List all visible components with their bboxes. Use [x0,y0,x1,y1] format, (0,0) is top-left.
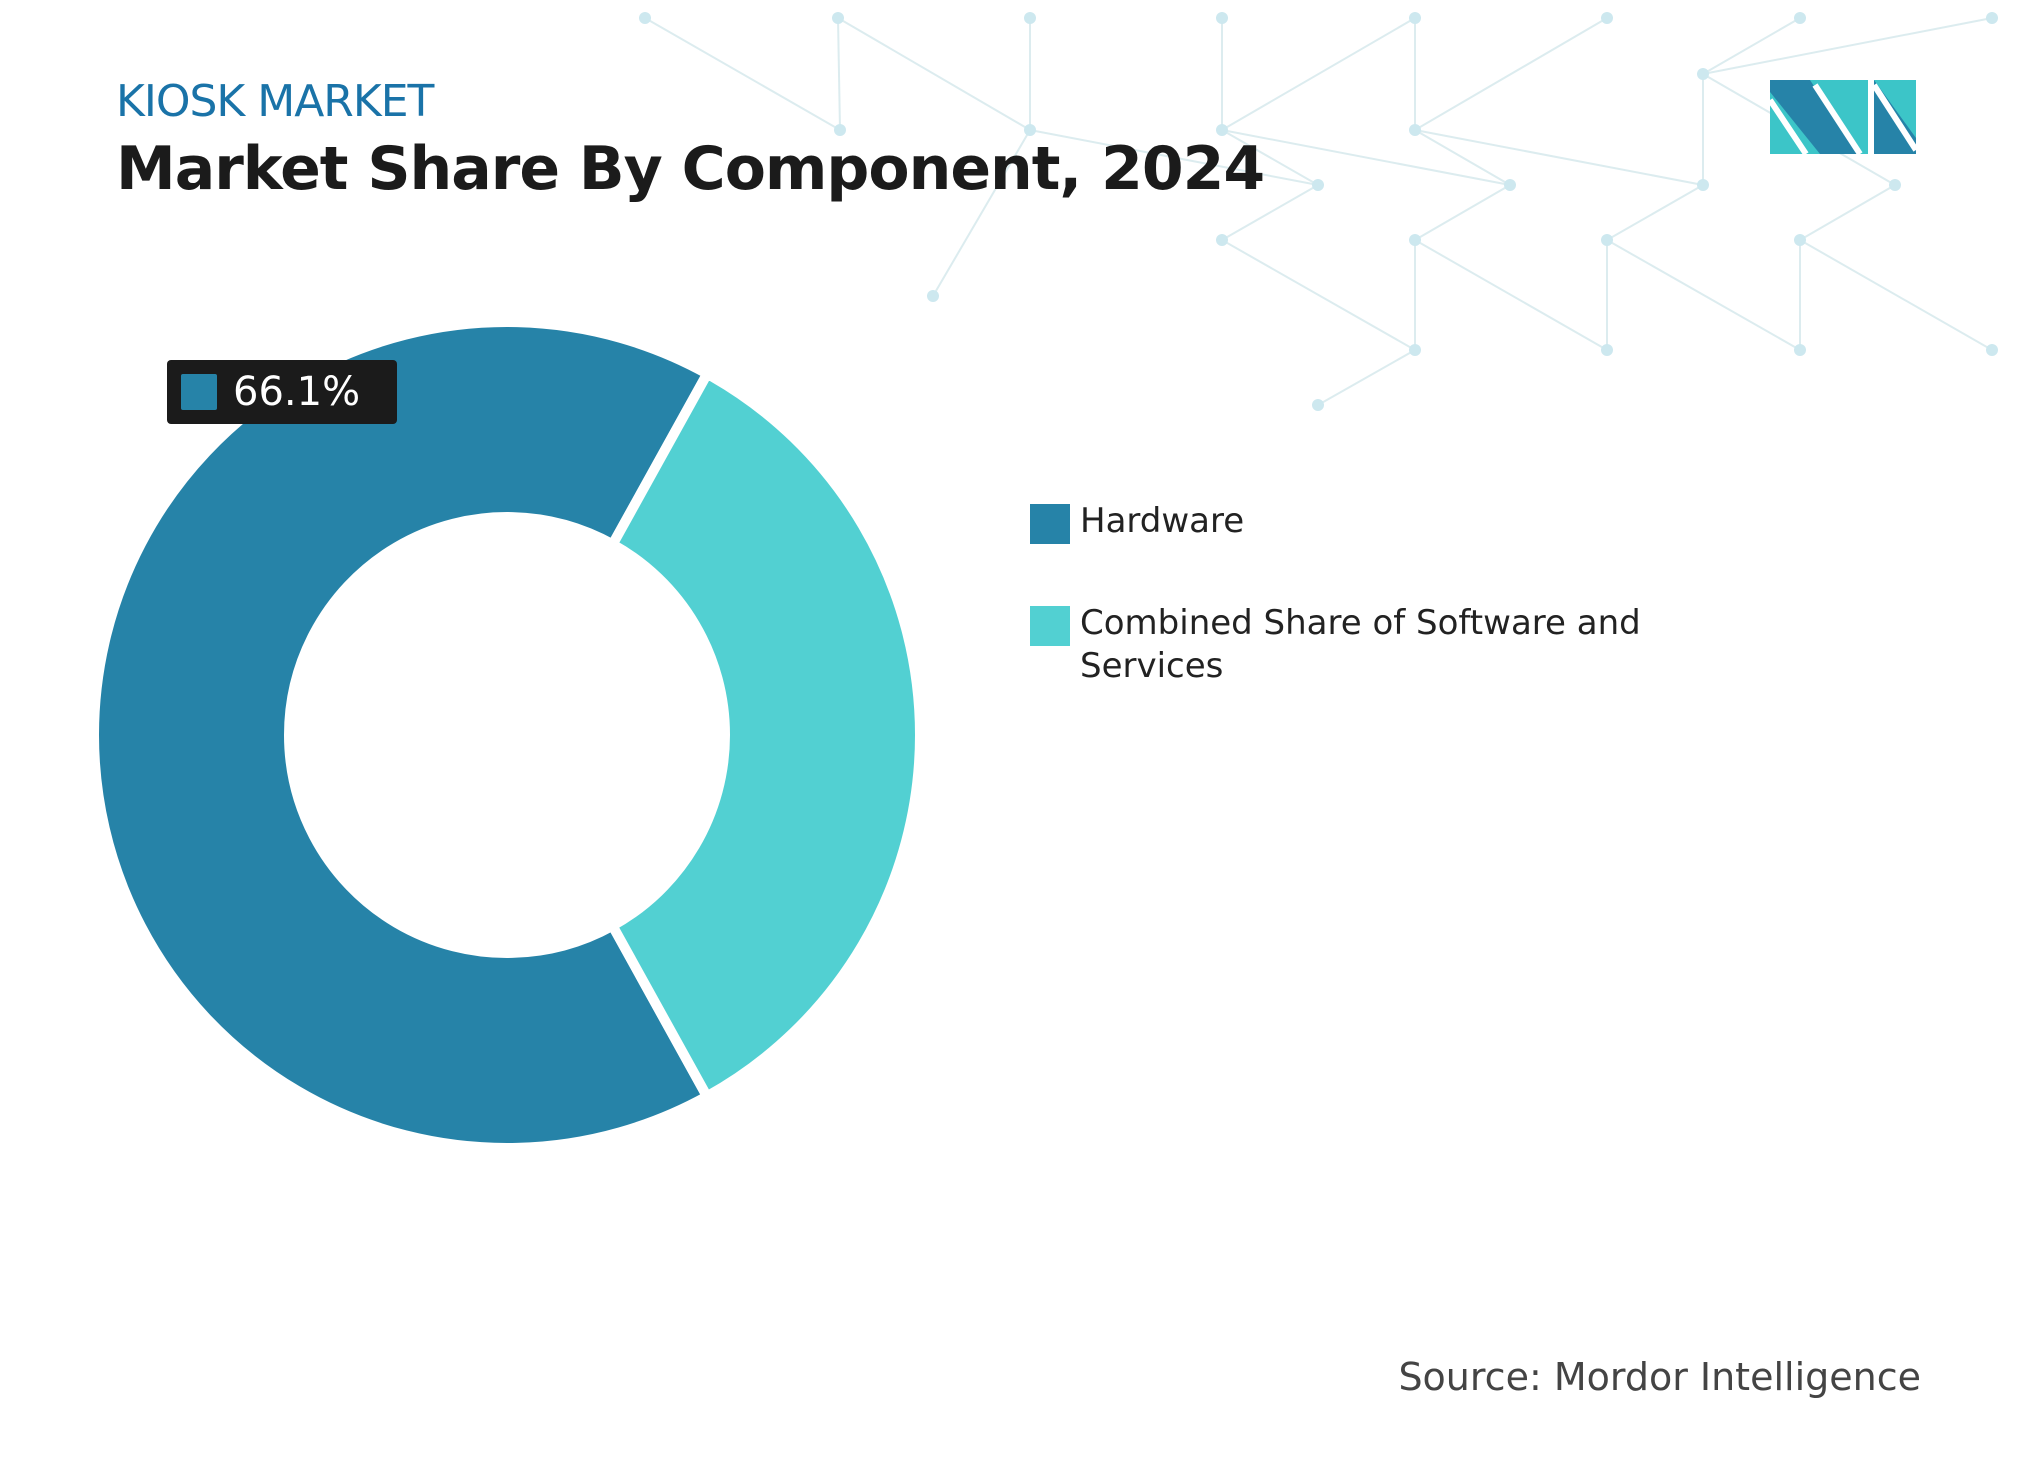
mordor-logo [1770,80,1919,156]
network-dot [1601,234,1613,246]
legend-item-software-services[interactable]: Combined Share of Software and Services [1030,602,1700,688]
donut-slice-software-services[interactable] [605,366,926,1104]
network-line [1221,239,1416,351]
network-line [1221,17,1416,131]
network-line [1221,129,1511,186]
legend-label: Combined Share of Software and Services [1080,603,1641,686]
network-line [1606,239,1801,351]
network-line [837,17,1031,131]
network-dot [639,12,651,24]
network-dot [1409,344,1421,356]
network-dot [1504,179,1516,191]
legend-swatch [1030,606,1070,646]
data-label-swatch [181,374,217,410]
network-line [932,129,1031,297]
donut-chart [89,317,926,1153]
network-dot [1216,234,1228,246]
network-line [1606,184,1704,241]
network-dot [1312,399,1324,411]
network-dot [1409,234,1421,246]
network-dot [1889,179,1901,191]
network-line [1221,129,1319,186]
network-line [837,17,841,131]
network-dot [1024,124,1036,136]
network-dot [1312,179,1324,191]
network-line [1317,349,1416,406]
network-dot [1409,12,1421,24]
network-line [1799,239,1993,351]
network-line [1221,184,1319,241]
network-dot [927,290,939,302]
network-line [1702,17,1993,75]
legend-item-hardware[interactable]: Hardware [1030,500,1700,544]
network-line [1414,184,1511,241]
network-line [1414,129,1704,186]
network-dot [1986,344,1998,356]
network-dot [1697,68,1709,80]
network-dot [1601,12,1613,24]
network-line [1029,129,1319,186]
network-dot [1409,124,1421,136]
data-label-value: 66.1% [233,369,361,415]
network-dot [1794,12,1806,24]
network-dot [1216,124,1228,136]
legend-label: Hardware [1080,501,1245,541]
network-line [644,17,841,131]
donut-slice-hardware[interactable] [89,317,715,1153]
network-dot [1216,12,1228,24]
network-dot [1794,234,1806,246]
network-dot [834,124,846,136]
legend: Hardware Combined Share of Software and … [1030,500,1700,746]
report-kicker: KIOSK MARKET [116,76,434,127]
network-dot [1697,179,1709,191]
network-dot [1601,344,1613,356]
source-note: Source: Mordor Intelligence [1398,1355,1921,1399]
network-dot [832,12,844,24]
network-line [1702,17,1801,75]
network-line [1414,129,1511,186]
network-dot [1024,12,1036,24]
network-dot [1986,12,1998,24]
network-line [1799,184,1896,241]
network-line [1414,239,1608,351]
data-label-hardware: 66.1% [167,360,397,424]
legend-swatch [1030,504,1070,544]
network-line [1414,17,1608,131]
network-dot [1794,344,1806,356]
chart-title: Market Share By Component, 2024 [116,134,1265,204]
